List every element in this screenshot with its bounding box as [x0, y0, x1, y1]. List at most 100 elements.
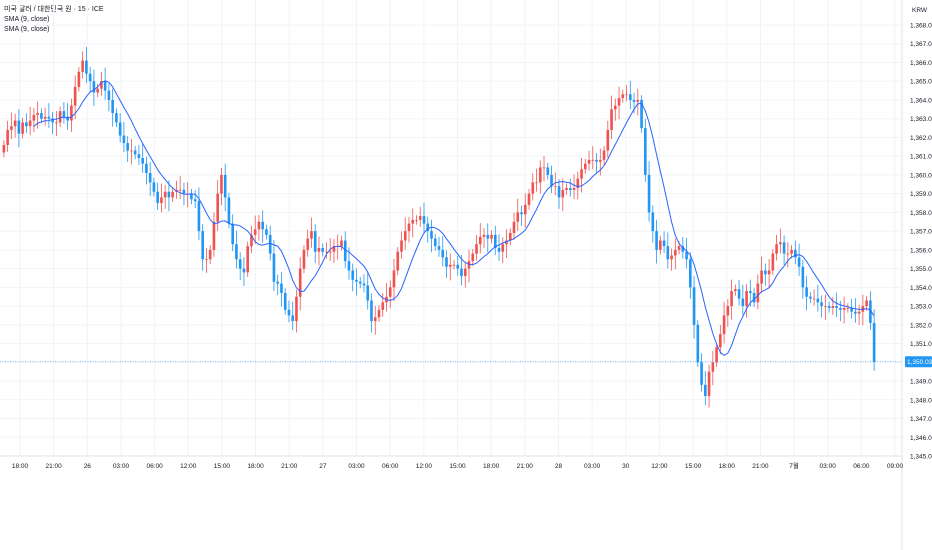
candle-down — [640, 99, 643, 129]
candle-up — [373, 317, 377, 322]
candle-up — [508, 233, 512, 241]
candle-down — [827, 306, 831, 308]
candle-down — [632, 99, 636, 102]
candle-down — [801, 266, 805, 288]
candle-down — [47, 116, 51, 119]
x-tick-label: 28 — [555, 463, 563, 470]
candle-down — [700, 362, 703, 385]
candle-up — [257, 221, 261, 230]
x-tick-label: 18:00 — [719, 463, 736, 470]
candle-down — [51, 118, 54, 123]
x-tick-label: 03:00 — [584, 463, 601, 470]
candle-up — [512, 221, 516, 233]
candle-up — [707, 371, 711, 397]
candle-up — [501, 244, 505, 252]
candle-up — [403, 231, 407, 241]
candle-down — [351, 270, 355, 280]
candle-down — [343, 240, 347, 262]
x-tick-label: 21:00 — [517, 463, 534, 470]
candle-up — [760, 270, 763, 284]
y-tick-label: 1,362.00 — [910, 135, 932, 142]
y-tick-label: 1,345.00 — [910, 454, 932, 461]
candle-down — [595, 159, 598, 162]
candle-up — [527, 193, 531, 205]
candle-up — [779, 242, 782, 245]
candle-down — [456, 264, 460, 269]
candle-down — [460, 268, 463, 277]
candle-down — [261, 221, 265, 230]
candle-up — [734, 289, 737, 292]
candle-down — [62, 111, 66, 117]
candle-up — [591, 159, 595, 161]
candle-down — [782, 242, 786, 254]
x-tick-label: 06:00 — [382, 463, 399, 470]
candle-up — [531, 182, 535, 194]
candle-down — [283, 292, 287, 310]
candle-down — [366, 285, 370, 301]
candle-down — [321, 247, 325, 252]
candle-up — [467, 261, 471, 269]
candle-up — [857, 311, 861, 314]
candle-down — [313, 231, 317, 252]
candle-up — [677, 246, 681, 250]
x-tick-label: 30 — [622, 463, 630, 470]
candle-up — [636, 99, 640, 102]
candle-up — [340, 240, 343, 247]
x-tick-label: 26 — [84, 463, 92, 470]
candle-up — [842, 307, 846, 310]
x-tick-label: 03:00 — [348, 463, 365, 470]
x-tick-label: 03:00 — [113, 463, 130, 470]
sma-line — [33, 80, 875, 357]
candle-up — [824, 306, 827, 307]
candle-up — [310, 231, 313, 239]
candle-down — [145, 163, 148, 174]
candle-up — [160, 197, 163, 204]
candle-down — [520, 212, 523, 215]
candle-up — [381, 302, 385, 310]
x-tick-label: 18:00 — [247, 463, 264, 470]
candle-down — [486, 234, 490, 239]
x-tick-label: 12:00 — [416, 463, 433, 470]
candle-up — [178, 189, 182, 191]
y-tick-label: 1,352.00 — [910, 322, 932, 329]
candle-down — [276, 281, 280, 284]
candle-down — [809, 296, 812, 299]
candle-up — [208, 249, 212, 260]
candle-up — [73, 86, 77, 106]
y-tick-label: 1,366.00 — [910, 60, 932, 67]
sma-legend-2: SMA (9, close) — [4, 26, 50, 33]
candle-down — [291, 315, 295, 322]
candle-up — [865, 300, 868, 307]
candle-down — [685, 251, 688, 260]
candle-up — [332, 246, 336, 252]
y-tick-label: 1,368.00 — [910, 22, 932, 29]
last-price-badge — [905, 356, 932, 368]
candle-up — [388, 287, 392, 297]
candle-up — [621, 94, 625, 99]
candle-up — [580, 169, 583, 179]
candle-down — [422, 216, 426, 224]
candle-down — [227, 197, 231, 224]
candle-up — [325, 251, 328, 253]
y-tick-label: 1,359.00 — [910, 191, 932, 198]
candle-up — [490, 234, 493, 239]
candle-up — [674, 249, 677, 256]
candle-up — [452, 264, 456, 266]
y-tick-label: 1,367.00 — [910, 41, 932, 48]
candle-up — [756, 283, 760, 303]
x-tick-label: 15:00 — [685, 463, 702, 470]
y-tick-label: 1,357.00 — [910, 229, 932, 236]
candle-down — [692, 287, 696, 325]
candle-down — [872, 322, 876, 362]
candle-down — [122, 135, 126, 144]
candle-up — [576, 178, 580, 189]
candle-up — [625, 94, 628, 96]
candle-up — [812, 298, 816, 300]
candle-up — [2, 144, 6, 153]
candle-up — [745, 291, 748, 307]
candle-down — [40, 113, 43, 119]
candle-down — [493, 234, 497, 248]
candle-up — [587, 159, 591, 164]
candle-down — [193, 199, 197, 202]
